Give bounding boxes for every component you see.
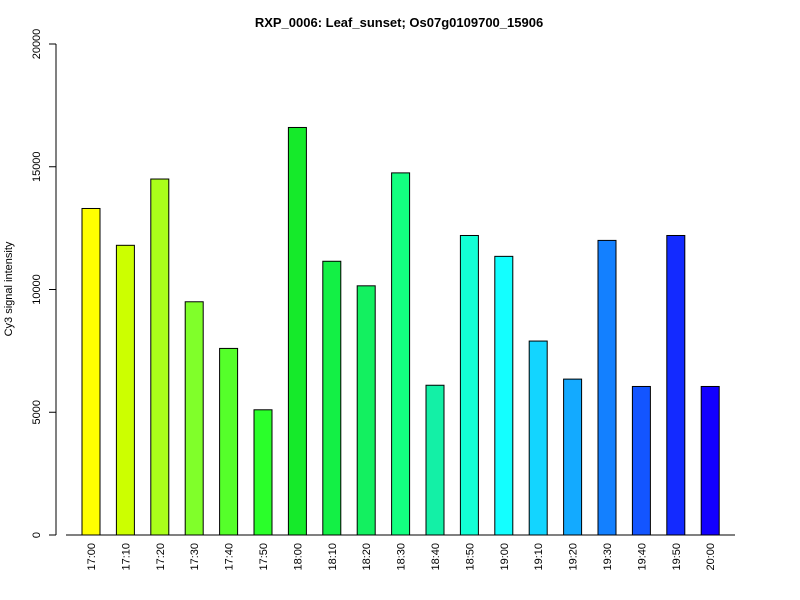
x-tick-label: 17:20	[155, 543, 167, 571]
bar-1740	[219, 347, 239, 536]
x-tick-label: 19:20	[568, 543, 580, 571]
y-tick-label: 5000	[31, 400, 43, 424]
x-tick-label: 18:20	[361, 543, 373, 571]
bar-1910	[528, 340, 548, 536]
x-tick-label: 17:50	[258, 543, 270, 571]
y-tick-label: 15000	[31, 151, 43, 182]
bar-1810	[322, 260, 342, 536]
x-tick-label: 17:10	[120, 543, 132, 571]
bar-1730	[184, 301, 204, 536]
bar-2000	[700, 385, 720, 536]
bar-1750	[253, 409, 273, 536]
bar-1930	[597, 239, 617, 536]
x-tick-label: 19:50	[671, 543, 683, 571]
x-tick-label: 17:00	[86, 543, 98, 571]
bar-1840	[425, 384, 445, 536]
x-tick-label: 17:30	[189, 543, 201, 571]
y-tick-label: 20000	[31, 29, 43, 60]
bar-1920	[563, 378, 583, 536]
x-tick-label: 17:40	[224, 543, 236, 571]
bar-1850	[459, 234, 479, 536]
x-tick-label: 20:00	[705, 543, 717, 571]
x-tick-label: 19:40	[636, 543, 648, 571]
x-tick-label: 18:50	[464, 543, 476, 571]
x-tick-label: 19:00	[499, 543, 511, 571]
x-tick-label: 19:10	[533, 543, 545, 571]
y-axis-label: Cy3 signal intensity	[3, 241, 15, 336]
bar-1830	[391, 172, 411, 536]
x-tick-label: 19:30	[602, 543, 614, 571]
x-axis-tick-labels: 17:00 17:10 17:20 17:30 17:40 17:50 18:00 18:10…	[86, 543, 717, 571]
x-tick-label: 18:10	[327, 543, 339, 571]
chart-title: RXP_0006: Leaf_sunset; Os07g0109700_1590…	[255, 15, 543, 30]
bars-group	[81, 126, 720, 536]
bar-1900	[494, 255, 514, 536]
y-tick-label: 0	[31, 532, 43, 538]
bar-1940	[631, 385, 651, 536]
bar-1720	[150, 178, 170, 536]
bar-1700	[81, 207, 101, 536]
x-tick-label: 18:30	[396, 543, 408, 571]
x-tick-label: 18:40	[430, 543, 442, 571]
bar-1950	[666, 234, 686, 536]
y-axis-ticks: 0 5000 10000 15000 20000	[31, 29, 56, 538]
bar-1710	[115, 244, 135, 536]
y-tick-label: 10000	[31, 274, 43, 305]
bar-1800	[287, 126, 307, 536]
bar-1820	[356, 285, 376, 536]
x-tick-label: 18:00	[292, 543, 304, 571]
